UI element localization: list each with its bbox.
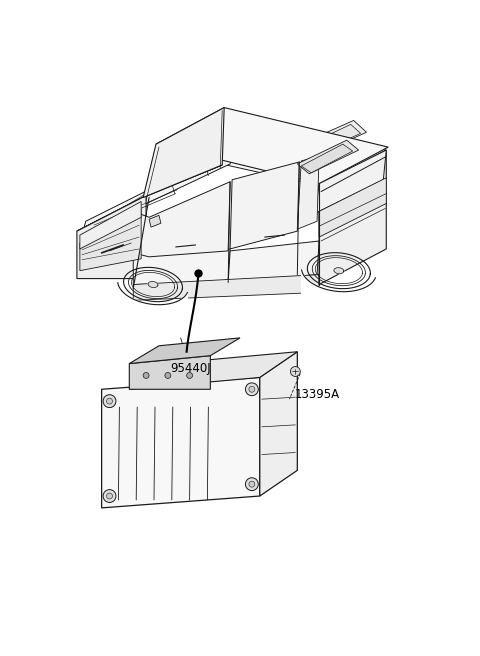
Circle shape (245, 478, 258, 491)
Polygon shape (118, 283, 187, 324)
Text: 13395A: 13395A (294, 388, 339, 401)
Polygon shape (148, 281, 158, 287)
Circle shape (249, 386, 255, 392)
Polygon shape (228, 241, 319, 283)
Text: 95440J: 95440J (170, 361, 211, 375)
Circle shape (107, 493, 112, 499)
Polygon shape (301, 144, 353, 173)
Polygon shape (315, 150, 386, 213)
Polygon shape (159, 115, 386, 186)
Polygon shape (77, 165, 222, 231)
Polygon shape (297, 140, 359, 174)
Polygon shape (129, 338, 240, 363)
Circle shape (103, 395, 116, 407)
Circle shape (143, 373, 149, 379)
Polygon shape (82, 150, 235, 235)
Polygon shape (156, 108, 388, 184)
Polygon shape (80, 201, 141, 249)
Polygon shape (319, 150, 386, 285)
Polygon shape (129, 356, 210, 389)
Polygon shape (313, 125, 360, 151)
Polygon shape (133, 249, 230, 285)
Polygon shape (230, 162, 300, 249)
Circle shape (107, 398, 112, 404)
Circle shape (165, 373, 171, 379)
Polygon shape (129, 352, 297, 389)
Polygon shape (149, 215, 161, 227)
Polygon shape (77, 195, 146, 279)
Polygon shape (301, 270, 375, 312)
Circle shape (103, 489, 116, 502)
Polygon shape (260, 352, 297, 496)
Polygon shape (143, 108, 224, 197)
Polygon shape (133, 275, 319, 300)
Circle shape (249, 482, 255, 487)
Polygon shape (334, 268, 344, 274)
Polygon shape (319, 178, 386, 237)
Polygon shape (159, 115, 240, 190)
Circle shape (245, 383, 258, 396)
Polygon shape (297, 156, 319, 229)
Circle shape (290, 367, 300, 377)
Circle shape (187, 373, 192, 379)
Polygon shape (133, 182, 230, 257)
Polygon shape (102, 377, 260, 508)
Polygon shape (309, 121, 367, 152)
Polygon shape (80, 209, 141, 271)
